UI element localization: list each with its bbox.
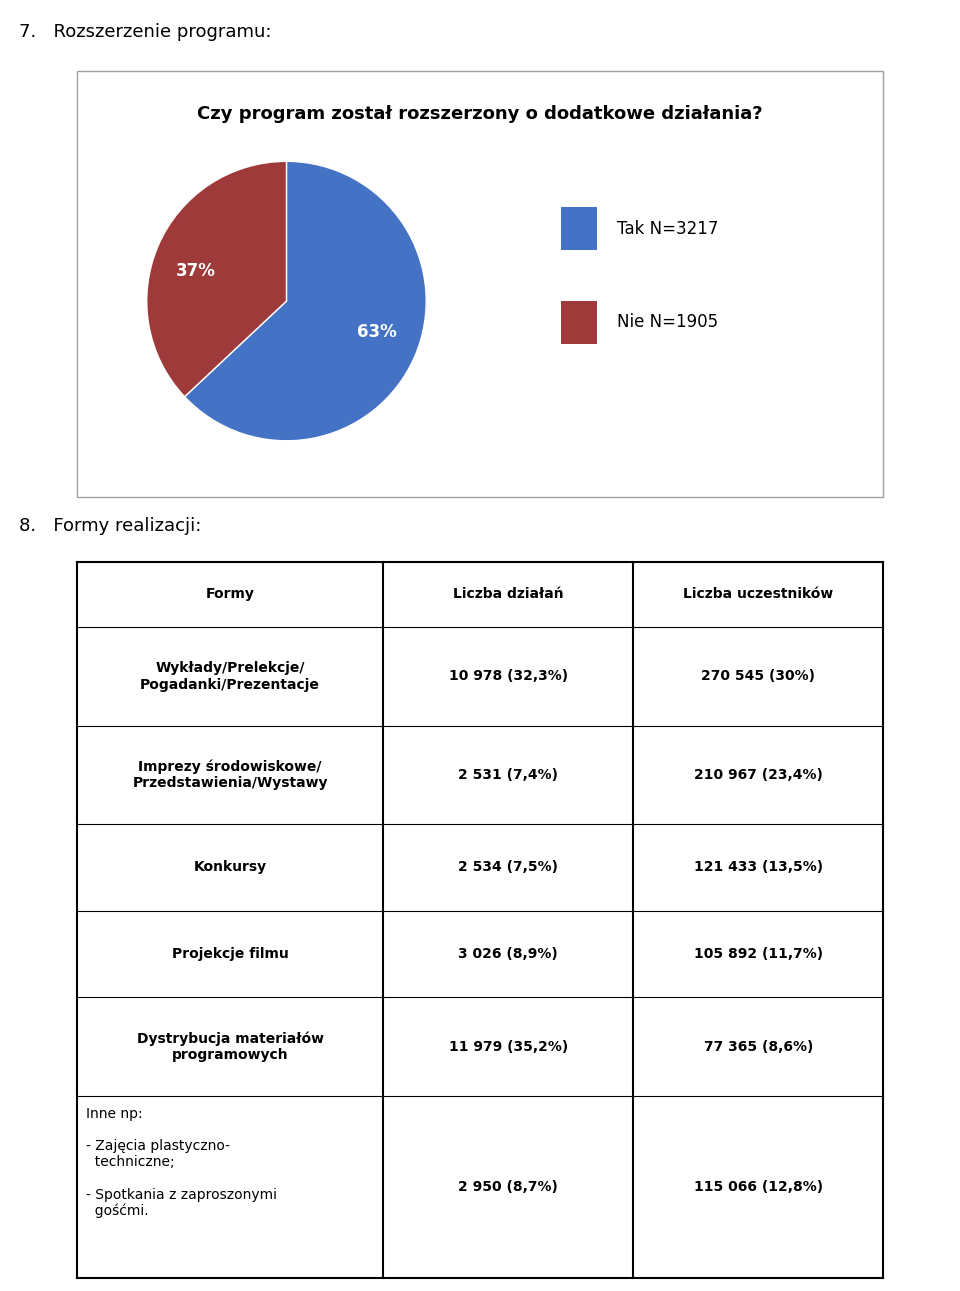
Text: 8.   Formy realizacji:: 8. Formy realizacji: [19,518,202,534]
Text: 2 534 (7,5%): 2 534 (7,5%) [458,860,558,874]
Text: 115 066 (12,8%): 115 066 (12,8%) [694,1180,823,1194]
Text: Inne np:

- Zajęcia plastyczno-
  techniczne;

- Spotkania z zaproszonymi
  gość: Inne np: - Zajęcia plastyczno- techniczn… [86,1106,277,1219]
Text: Wykłady/Prelekcje/
Pogadanki/Prezentacje: Wykłady/Prelekcje/ Pogadanki/Prezentacje [140,661,320,692]
Text: Konkursy: Konkursy [194,860,267,874]
Text: Nie N=1905: Nie N=1905 [617,314,718,332]
Text: Liczba działań: Liczba działań [453,587,564,602]
Text: Dystrybucja materiałów
programowych: Dystrybucja materiałów programowych [136,1032,324,1062]
Text: 7.   Rozszerzenie programu:: 7. Rozszerzenie programu: [19,23,272,41]
Text: 3 026 (8,9%): 3 026 (8,9%) [458,948,558,961]
Text: 2 531 (7,4%): 2 531 (7,4%) [458,768,558,782]
Text: 210 967 (23,4%): 210 967 (23,4%) [694,768,823,782]
Text: Liczba uczestników: Liczba uczestników [684,587,833,602]
Bar [561,301,597,343]
Text: 270 545 (30%): 270 545 (30%) [701,670,815,683]
Text: Tak N=3217: Tak N=3217 [617,219,718,238]
Text: 105 892 (11,7%): 105 892 (11,7%) [694,948,823,961]
Text: Projekcje filmu: Projekcje filmu [172,948,288,961]
Text: Imprezy środowiskowe/
Przedstawienia/Wystawy: Imprezy środowiskowe/ Przedstawienia/Wys… [132,759,327,790]
Text: 121 433 (13,5%): 121 433 (13,5%) [694,860,823,874]
Text: Czy program został rozszerzony o dodatkowe działania?: Czy program został rozszerzony o dodatko… [197,105,763,123]
Text: 11 979 (35,2%): 11 979 (35,2%) [448,1039,568,1053]
Text: 10 978 (32,3%): 10 978 (32,3%) [448,670,567,683]
Text: 77 365 (8,6%): 77 365 (8,6%) [704,1039,813,1053]
Text: 2 950 (8,7%): 2 950 (8,7%) [458,1180,558,1194]
Bar [561,208,597,250]
Text: Formy: Formy [205,587,254,602]
